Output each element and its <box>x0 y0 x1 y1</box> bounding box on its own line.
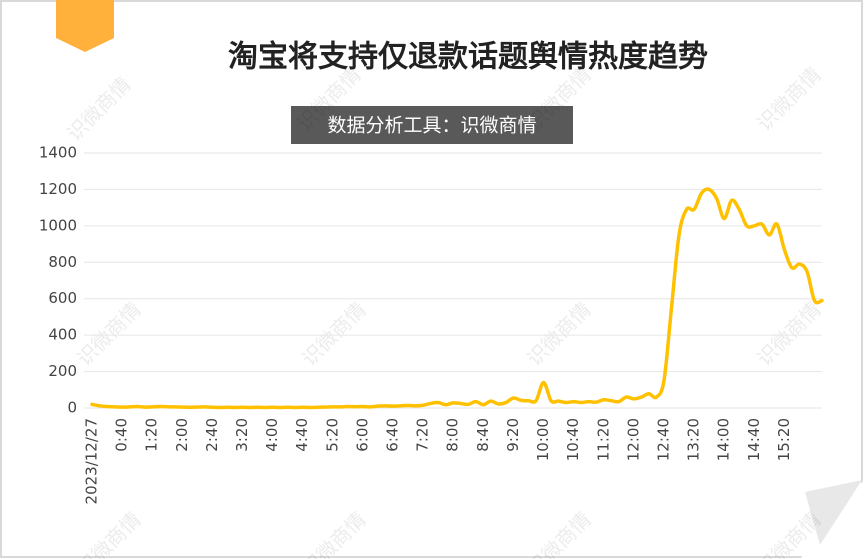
x-tick-label: 6:00 <box>353 418 371 452</box>
x-tick-label: 9:20 <box>504 418 522 452</box>
x-tick-label: 2:40 <box>203 418 221 452</box>
y-tick-label: 0 <box>67 399 77 417</box>
y-tick-label: 200 <box>48 362 77 380</box>
x-tick-label: 14:40 <box>745 418 763 461</box>
x-tick-label: 3:20 <box>233 418 251 452</box>
x-tick-label: 4:40 <box>293 418 311 452</box>
ribbon <box>56 0 114 52</box>
y-tick-label: 1200 <box>39 180 77 198</box>
x-tick-label: 4:00 <box>263 418 281 452</box>
y-tick-label: 400 <box>48 326 77 344</box>
x-tick-label: 15:20 <box>775 418 793 461</box>
x-tick-label: 10:40 <box>564 418 582 461</box>
x-tick-label: 7:20 <box>414 418 432 452</box>
x-tick-label: 8:00 <box>444 418 462 452</box>
chart-title: 淘宝将支持仅退款话题舆情热度趋势 <box>228 40 708 75</box>
subtitle-box <box>291 106 573 144</box>
x-tick-label: 1:20 <box>143 418 161 452</box>
x-tick-label: 8:40 <box>474 418 492 452</box>
y-tick-label: 600 <box>48 289 77 307</box>
data-line <box>90 187 824 410</box>
x-tick-label: 14:00 <box>715 418 733 461</box>
x-tick-label: 12:40 <box>654 418 672 461</box>
x-tick-label: 10:00 <box>534 418 552 461</box>
x-tick-label: 2:00 <box>173 418 191 452</box>
x-tick-label: 11:20 <box>594 418 612 461</box>
x-tick-label: 6:40 <box>384 418 402 452</box>
chart-subtitle: 数据分析工具：识微商情 <box>327 115 536 137</box>
x-tick-label: 2023/12/27 <box>83 418 101 504</box>
y-tick-label: 1400 <box>39 144 77 162</box>
folded-corner <box>805 480 862 545</box>
x-tick-label: 0:40 <box>113 418 131 452</box>
x-tick-label: 5:20 <box>323 418 341 452</box>
x-tick-label: 12:00 <box>624 418 642 461</box>
x-tick-label: 13:20 <box>685 418 703 461</box>
y-tick-label: 800 <box>48 253 77 271</box>
y-tick-label: 1000 <box>39 216 77 234</box>
